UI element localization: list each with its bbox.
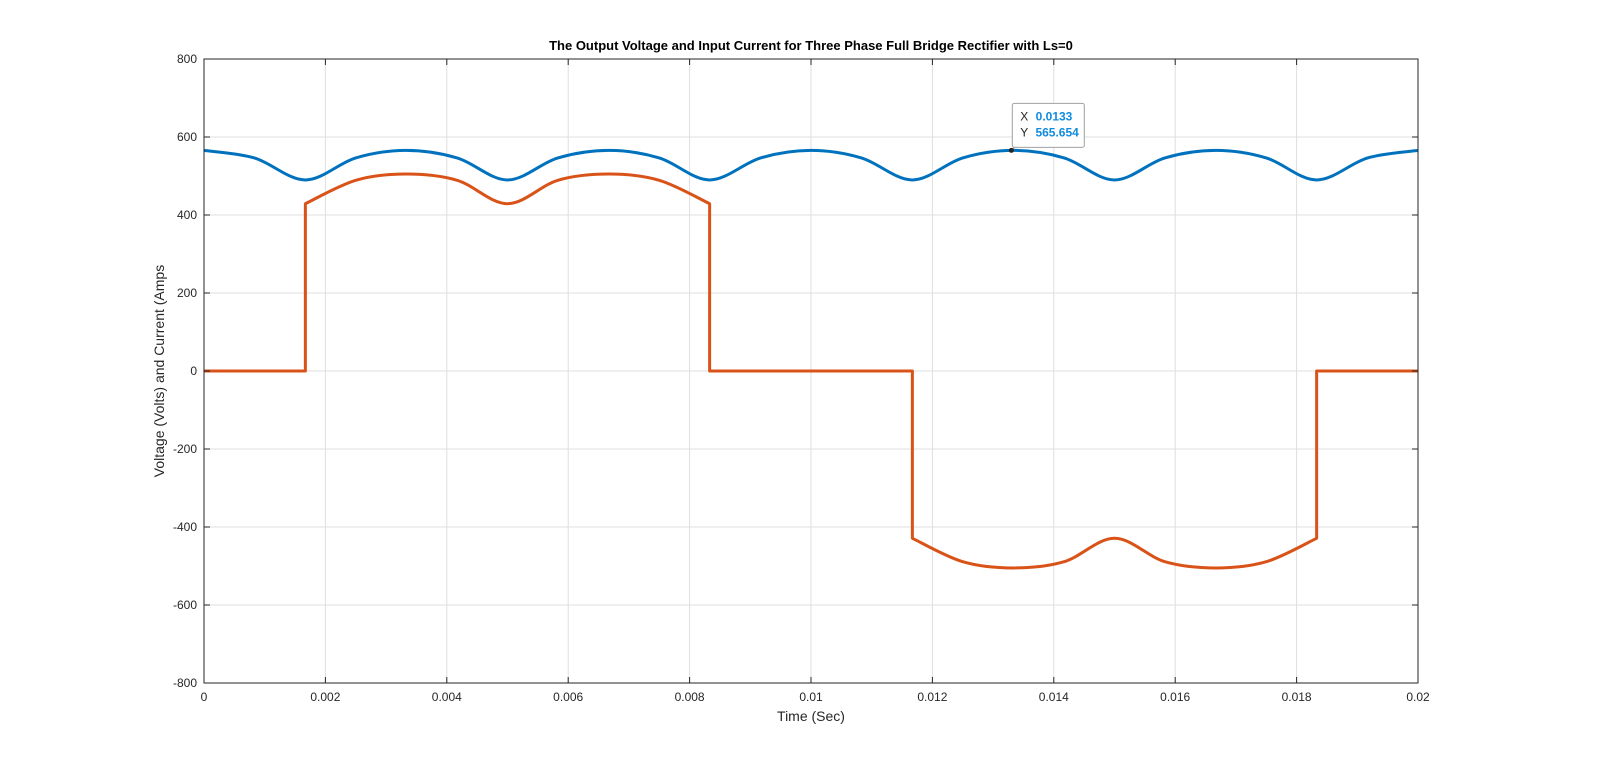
y-tick-label: -600 bbox=[173, 598, 197, 612]
y-tick-labels: -800 -600 -400 -200 0 200 400 600 800 bbox=[173, 52, 197, 690]
datatip-x-label: X bbox=[1020, 109, 1028, 123]
x-tick-label: 0.01 bbox=[799, 690, 823, 704]
y-tick-label: 400 bbox=[177, 208, 197, 222]
datatip-y-label: Y bbox=[1020, 125, 1028, 139]
x-tick-label: 0.016 bbox=[1160, 690, 1190, 704]
datatip-marker bbox=[1008, 147, 1014, 153]
x-tick-label: 0.004 bbox=[432, 690, 462, 704]
chart-title: The Output Voltage and Input Current for… bbox=[549, 38, 1073, 53]
x-tick-label: 0.018 bbox=[1282, 690, 1312, 704]
ticks bbox=[203, 58, 1419, 684]
datatip-x-value: 0.0133 bbox=[1036, 109, 1073, 123]
datatip-x-row: X 0.0133 bbox=[1020, 109, 1072, 123]
x-tick-label: 0.02 bbox=[1406, 690, 1430, 704]
x-tick-label: 0.008 bbox=[675, 690, 705, 704]
y-tick-label: -800 bbox=[173, 676, 197, 690]
datatip-y-row: Y 565.654 bbox=[1020, 125, 1079, 139]
datatip-y-value: 565.654 bbox=[1035, 125, 1079, 139]
y-tick-label: 0 bbox=[190, 364, 197, 378]
current-series-line bbox=[204, 172, 1418, 570]
y-tick-label: 800 bbox=[177, 52, 197, 66]
x-axis-label: Time (Sec) bbox=[777, 708, 845, 724]
y-tick-label: -200 bbox=[173, 442, 197, 456]
x-tick-label: 0.014 bbox=[1039, 690, 1069, 704]
y-tick-label: 200 bbox=[177, 286, 197, 300]
datatip-box bbox=[1011, 102, 1085, 148]
x-tick-label: 0.002 bbox=[310, 690, 340, 704]
x-tick-label: 0 bbox=[201, 690, 208, 704]
x-tick-label: 0.006 bbox=[553, 690, 583, 704]
x-tick-label: 0.012 bbox=[917, 690, 947, 704]
voltage-series-line bbox=[203, 148, 1419, 182]
series-layer bbox=[203, 148, 1419, 570]
x-tick-labels: 0 0.002 0.004 0.006 0.008 0.01 0.012 0.014 0.016… bbox=[201, 690, 1430, 704]
y-tick-label: 600 bbox=[177, 130, 197, 144]
y-axis-label: Voltage (Volts) and Current (Amps bbox=[151, 265, 167, 477]
datatip[interactable]: X 0.0133 Y 565.654 bbox=[1008, 102, 1085, 153]
y-tick-label: -400 bbox=[173, 520, 197, 534]
